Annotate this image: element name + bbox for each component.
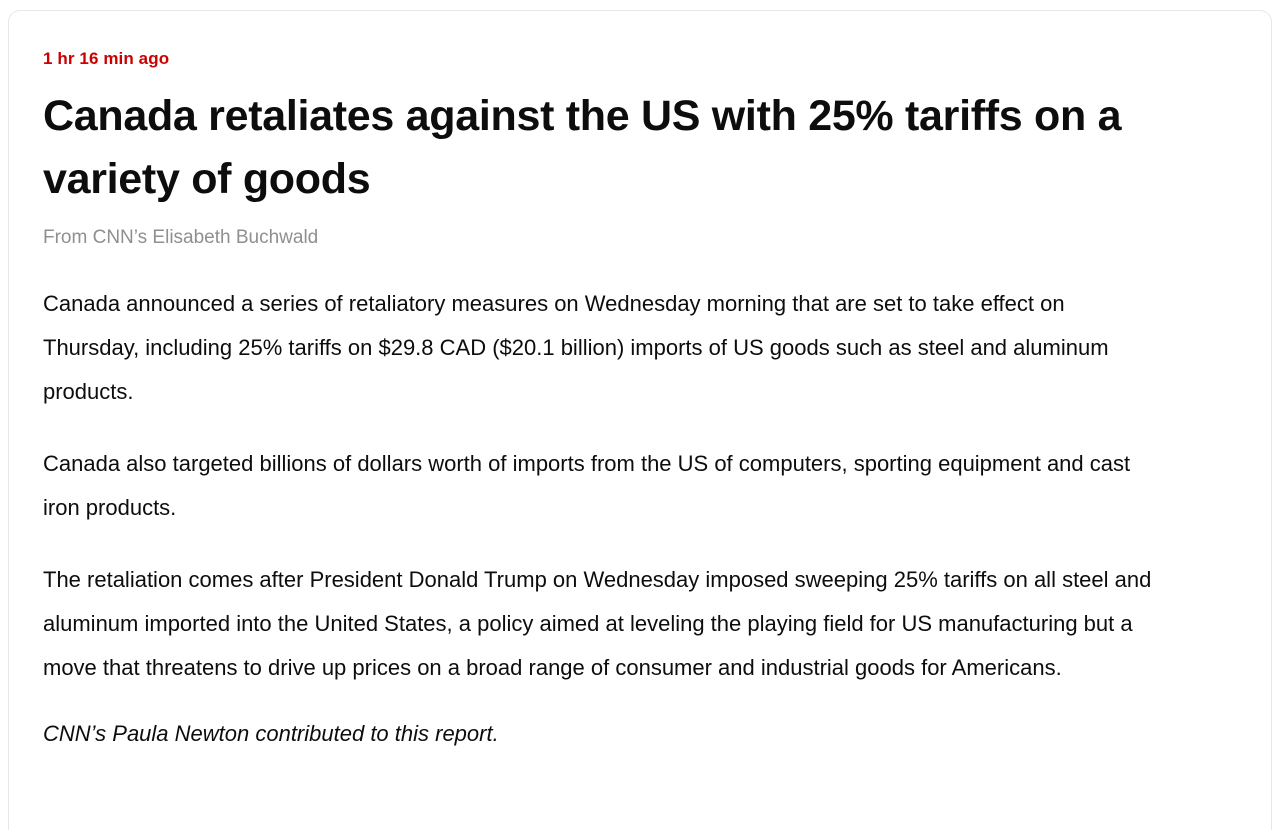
headline: Canada retaliates against the US with 25… bbox=[43, 92, 1122, 203]
article-paragraph: The retaliation comes after President Do… bbox=[43, 567, 1152, 680]
byline: From CNN’s Elisabeth Buchwald bbox=[43, 227, 319, 248]
live-update-card: 1 hr 16 min ago Canada retaliates agains… bbox=[8, 10, 1272, 830]
contributor-note: CNN’s Paula Newton contributed to this r… bbox=[43, 721, 499, 746]
article-paragraph: Canada also targeted billions of dollars… bbox=[43, 451, 1131, 520]
article-paragraph: Canada announced a series of retaliatory… bbox=[43, 291, 1109, 404]
post-timestamp: 1 hr 16 min ago bbox=[43, 49, 170, 68]
